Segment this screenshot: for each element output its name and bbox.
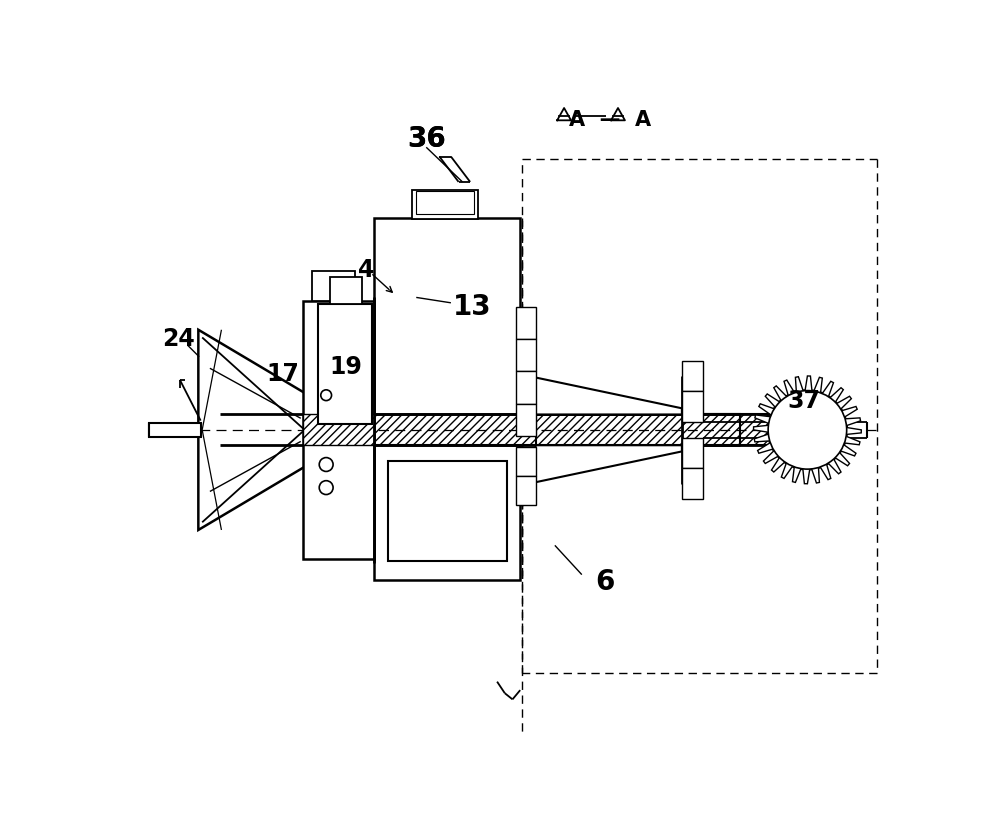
Polygon shape bbox=[198, 330, 305, 530]
Bar bbox=[416, 191, 474, 214]
Bar bbox=[318, 305, 372, 424]
Bar bbox=[682, 360, 703, 392]
Bar bbox=[516, 371, 536, 403]
Bar bbox=[374, 218, 520, 415]
Bar bbox=[388, 461, 507, 560]
Bar bbox=[516, 476, 536, 505]
Bar bbox=[303, 415, 374, 445]
Polygon shape bbox=[536, 445, 682, 482]
Text: 13: 13 bbox=[453, 293, 492, 321]
Text: A  —  A: A — A bbox=[569, 110, 651, 130]
Text: 19: 19 bbox=[329, 355, 362, 379]
Bar bbox=[412, 189, 478, 219]
Text: 17: 17 bbox=[267, 362, 299, 387]
Circle shape bbox=[321, 390, 332, 401]
Text: 6: 6 bbox=[595, 569, 615, 597]
Bar bbox=[303, 300, 374, 559]
Circle shape bbox=[319, 458, 333, 472]
Bar bbox=[330, 277, 362, 305]
Bar bbox=[536, 415, 740, 445]
Circle shape bbox=[319, 481, 333, 495]
Text: 4: 4 bbox=[358, 258, 374, 281]
Bar bbox=[682, 468, 703, 500]
Polygon shape bbox=[754, 376, 861, 484]
Bar bbox=[312, 272, 355, 300]
Bar bbox=[374, 445, 520, 580]
Text: 37: 37 bbox=[787, 389, 820, 413]
Text: 24: 24 bbox=[162, 327, 195, 351]
Bar bbox=[516, 307, 536, 339]
Bar bbox=[682, 438, 703, 468]
Text: 36: 36 bbox=[407, 125, 446, 153]
Bar bbox=[682, 392, 703, 422]
Bar bbox=[516, 447, 536, 476]
Bar bbox=[516, 403, 536, 436]
Bar bbox=[220, 415, 774, 445]
Text: 36: 36 bbox=[407, 125, 446, 153]
Circle shape bbox=[768, 391, 847, 469]
Bar bbox=[149, 423, 201, 437]
Polygon shape bbox=[536, 378, 682, 415]
Bar bbox=[516, 339, 536, 371]
